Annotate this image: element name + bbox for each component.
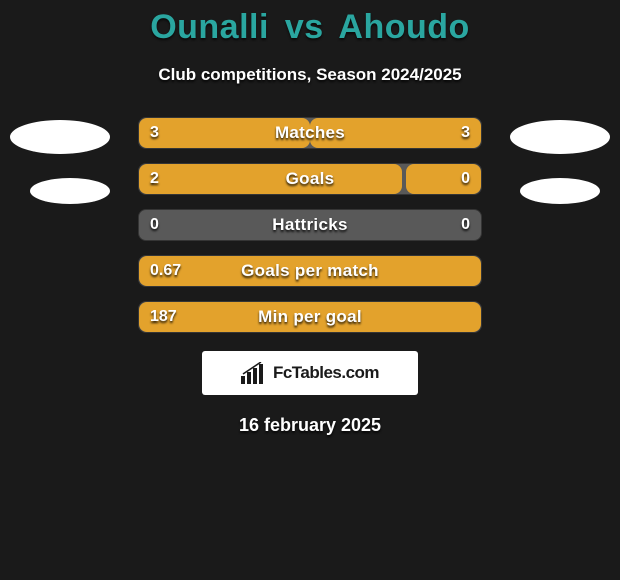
bars-icon xyxy=(241,362,267,384)
date-label: 16 february 2025 xyxy=(0,415,620,436)
player1-club-badge xyxy=(30,178,110,204)
bar-fill-left xyxy=(139,256,481,286)
logo-text: FcTables.com xyxy=(273,363,379,383)
stats-rows: 33Matches20Goals00Hattricks0.67Goals per… xyxy=(138,117,482,333)
stat-value-left: 0 xyxy=(150,209,159,241)
logo-box[interactable]: FcTables.com xyxy=(202,351,418,395)
player2-avatar xyxy=(510,120,610,154)
page-title: Ounalli vs Ahoudo xyxy=(0,0,620,47)
stat-value-left: 0.67 xyxy=(150,255,181,287)
player2-name: Ahoudo xyxy=(338,8,469,46)
bar-background xyxy=(138,163,482,195)
bar-fill-left xyxy=(139,302,481,332)
stat-value-right: 3 xyxy=(461,117,470,149)
player1-name: Ounalli xyxy=(150,8,269,46)
stat-row: 00Hattricks xyxy=(138,209,482,241)
stat-value-left: 187 xyxy=(150,301,177,333)
bar-background xyxy=(138,117,482,149)
player1-avatar xyxy=(10,120,110,154)
bar-fill-right xyxy=(310,118,481,148)
stat-value-right: 0 xyxy=(461,209,470,241)
bar-background xyxy=(138,255,482,287)
stat-row: 187Min per goal xyxy=(138,301,482,333)
stat-row: 33Matches xyxy=(138,117,482,149)
stat-row: 20Goals xyxy=(138,163,482,195)
player2-club-badge xyxy=(520,178,600,204)
bar-background xyxy=(138,209,482,241)
vs-label: vs xyxy=(285,8,324,46)
subtitle: Club competitions, Season 2024/2025 xyxy=(0,65,620,85)
stat-value-right: 0 xyxy=(461,163,470,195)
stat-value-left: 3 xyxy=(150,117,159,149)
stat-row: 0.67Goals per match xyxy=(138,255,482,287)
bar-background xyxy=(138,301,482,333)
bar-fill-left xyxy=(139,118,310,148)
bar-fill-left xyxy=(139,164,402,194)
stat-value-left: 2 xyxy=(150,163,159,195)
